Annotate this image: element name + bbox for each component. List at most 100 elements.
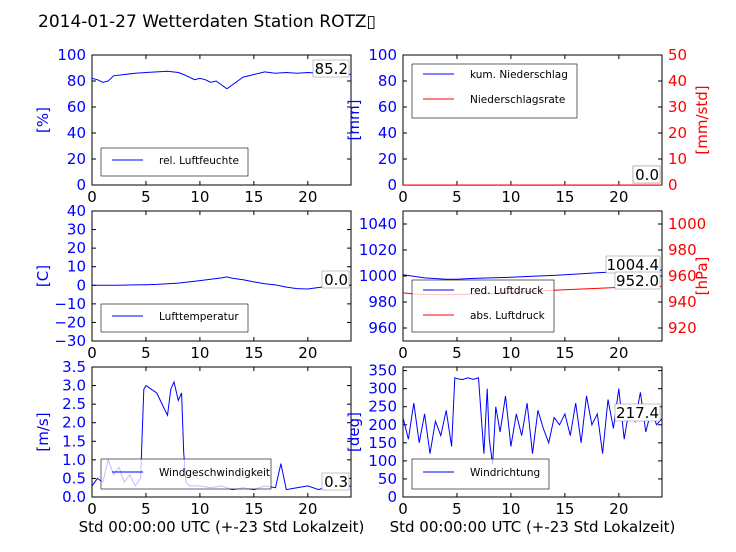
x-tick-label: 0 — [398, 344, 408, 362]
y-right-tick-label: 20 — [668, 124, 687, 142]
y-tick-label: 20 — [378, 150, 397, 168]
y-tick-label: 0 — [76, 176, 86, 194]
y-tick-label: 0 — [387, 488, 397, 506]
value-label-box — [614, 403, 661, 422]
y-tick-label: 80 — [378, 72, 397, 90]
y-right-tick-label: 10 — [668, 150, 687, 168]
legend-label: rel. Luftfeuchte — [159, 155, 239, 167]
x-tick-label: 10 — [190, 344, 209, 362]
y-tick-label: 980 — [368, 293, 397, 311]
value-label: 0.0 — [324, 271, 348, 289]
y-tick-label: 1.5 — [62, 432, 86, 450]
x-tick-label: 15 — [555, 188, 574, 206]
y-right-tick-label: 30 — [668, 98, 687, 116]
panel-temperature: 0 5 10 15 20−30−20−10010203040[C]Lufttempera… — [34, 202, 352, 362]
panel-wind-speed: 0 5 10 15 20 0.00.51.01.52.02.53.03.5 [m/s] Std… — [34, 358, 364, 536]
value-label: 952.0 — [616, 272, 659, 290]
x-tick-label: 0 — [87, 344, 97, 362]
y-tick-label: 960 — [368, 319, 397, 337]
y-tick-label: 30 — [67, 221, 86, 239]
y-right-tick-label: 960 — [668, 267, 697, 285]
x-tick-label: 20 — [298, 344, 317, 362]
x-tick-label: 10 — [501, 500, 520, 518]
figure-title: 2014-01-27 Wetterdaten Station ROTZ▯ — [38, 12, 376, 32]
y-tick-label: 0 — [387, 176, 397, 194]
value-label: 1004.4 — [607, 256, 660, 274]
value-label-box — [321, 270, 350, 289]
y-right-axis-label: [mm/std] — [693, 85, 711, 154]
x-tick-label: 5 — [452, 344, 462, 362]
y-tick-label: 200 — [368, 416, 397, 434]
y-tick-label: 40 — [67, 124, 86, 142]
legend-box — [100, 458, 272, 490]
x-tick-label: 15 — [555, 500, 574, 518]
y-right-tick-label: 940 — [668, 293, 697, 311]
y-tick-label: 300 — [368, 380, 397, 398]
y-tick-label: 20 — [67, 239, 86, 257]
y-tick-label: 50 — [378, 470, 397, 488]
y-axis-label: [C] — [34, 265, 52, 287]
y-right-axis-label: [hPa] — [693, 257, 711, 296]
y-tick-label: 40 — [67, 202, 86, 220]
y-tick-label: 2.5 — [62, 395, 86, 413]
y-tick-label: 100 — [57, 46, 86, 64]
y-right-tick-label: 0 — [668, 176, 678, 194]
y-tick-label: −20 — [54, 313, 86, 331]
y-tick-label: −30 — [54, 332, 86, 350]
y-tick-label: 150 — [368, 434, 397, 452]
y-tick-label: 1040 — [359, 215, 397, 233]
y-tick-label: 350 — [368, 362, 397, 380]
y-right-tick-label: 40 — [668, 72, 687, 90]
legend-label: kum. Niederschlag — [470, 69, 568, 81]
x-tick-label: 20 — [609, 344, 628, 362]
y-tick-label: 60 — [378, 98, 397, 116]
value-label-box — [321, 472, 350, 491]
x-tick-label: 20 — [298, 188, 317, 206]
value-label: 85.2 — [315, 60, 348, 78]
y-tick-label: 3.5 — [62, 358, 86, 376]
legend-label: red. Luftdruck — [470, 285, 544, 297]
y-tick-label: 0.0 — [62, 488, 86, 506]
legend-box — [411, 458, 550, 490]
legend-label: abs. Luftdruck — [470, 310, 546, 322]
legend-label: Niederschlagsrate — [470, 94, 565, 106]
y-right-tick-label: 50 — [668, 46, 687, 64]
y-tick-label: 1020 — [359, 241, 397, 259]
legend-box — [411, 63, 578, 119]
series-line — [92, 276, 351, 290]
x-tick-label: 5 — [141, 500, 151, 518]
y-tick-label: 250 — [368, 398, 397, 416]
x-tick-label: 0 — [398, 500, 408, 518]
value-label-box — [614, 271, 661, 290]
value-label-box — [632, 165, 661, 184]
y-tick-label: 80 — [67, 72, 86, 90]
y-tick-label: 0 — [76, 276, 86, 294]
x-tick-label: 20 — [609, 188, 628, 206]
y-axis-label: [mm] — [345, 100, 363, 141]
y-right-tick-label: 980 — [668, 241, 697, 259]
y-axis-label: [m/s] — [34, 412, 52, 451]
legend-box — [411, 279, 555, 333]
y-tick-label: 1000 — [359, 267, 397, 285]
x-tick-label: 5 — [452, 188, 462, 206]
y-tick-label: 2.0 — [62, 414, 86, 432]
value-label: 0.0 — [635, 166, 659, 184]
x-tick-label: 10 — [501, 188, 520, 206]
x-tick-label: 0 — [398, 188, 408, 206]
value-label: 217.4 — [616, 404, 659, 422]
panel-precipitation: 0 5 10 15 20 0 20 40 60 80 100 0 10 20 30 40 50 [mm] [mm/s… — [345, 46, 711, 206]
panel-humidity: 0 5 10 15 20 0 20 40 60 80 100 [%] rel. Luftfeuchte 8… — [34, 46, 352, 206]
x-tick-label: 15 — [244, 344, 263, 362]
y-tick-label: 3.0 — [62, 377, 86, 395]
legend-box — [100, 147, 249, 177]
x-tick-label: 15 — [244, 188, 263, 206]
legend-label: Lufttemperatur — [159, 311, 239, 323]
x-tick-label: 20 — [298, 500, 317, 518]
legend-label: Windrichtung — [470, 467, 540, 479]
y-axis-label: [deg] — [345, 412, 363, 452]
panel-pressure: 0 5 10 15 20 960 980 1000 1020 1040 920 940 960 980 10… — [359, 210, 711, 362]
x-tick-label: 15 — [244, 500, 263, 518]
x-axis-label: Std 00:00:00 UTC (+-23 Std Lokalzeit) — [79, 518, 365, 536]
y-tick-label: 100 — [368, 46, 397, 64]
